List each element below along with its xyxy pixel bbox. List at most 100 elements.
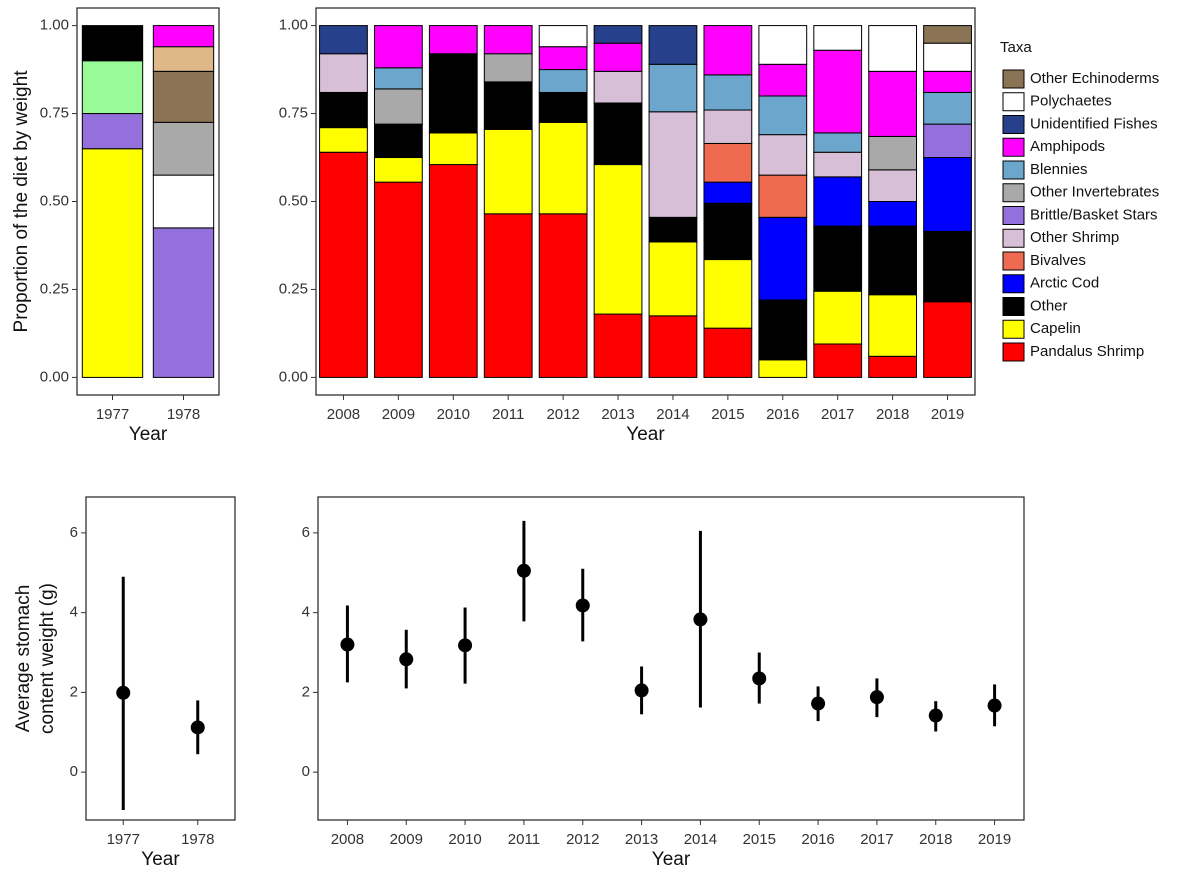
x-tick-label: 2008 [327, 406, 360, 423]
x-tick-label: 2012 [546, 406, 579, 423]
bar-segment [81, 60, 144, 115]
y-axis-label: Proportion of the diet by weight [11, 70, 32, 333]
x-tick-label: 2015 [711, 406, 744, 423]
bar-segment [152, 227, 215, 378]
y-tick-label: 2 [70, 683, 78, 700]
bar-segment [648, 216, 698, 243]
bar-segment [868, 225, 918, 296]
bar-segment [538, 46, 588, 71]
bar-segment [813, 290, 863, 345]
legend-label: Pandalus Shrimp [1030, 343, 1144, 360]
panel: 0.00 0.25 0.50 0.75 1.00 2008 2009 2010 2011 2012… [279, 7, 1159, 445]
bar-segment [648, 25, 698, 65]
y-tick-label: 4 [70, 604, 78, 621]
bar-segment [538, 213, 588, 378]
bar-segment [81, 148, 144, 378]
point [116, 685, 131, 700]
bar-segment [648, 315, 698, 378]
point [516, 563, 531, 578]
legend-swatch [1002, 115, 1025, 134]
x-tick-label: 1977 [107, 831, 140, 848]
plot-frame [317, 496, 1025, 821]
bar-segment [868, 70, 918, 137]
point [399, 652, 414, 667]
bar-segment [538, 91, 588, 123]
x-tick-label: 2019 [978, 831, 1011, 848]
y-tick-label: 0.75 [279, 105, 308, 122]
bar-segment [703, 202, 753, 261]
legend-swatch [1002, 228, 1025, 248]
bar-segment [758, 63, 808, 97]
panel: 0 2 4 6 2008 2009 2010 2011 2012 2013 2014 2015 2016… [302, 496, 1025, 870]
legend-label: Blennies [1030, 161, 1088, 178]
bar-segment [868, 135, 918, 171]
point [987, 698, 1002, 713]
bar-segment [319, 25, 368, 55]
bar-segment [538, 69, 588, 93]
x-tick-label: 1977 [96, 406, 129, 423]
bar-segment [152, 46, 215, 72]
bar-segment [813, 225, 863, 292]
legend-swatch [1002, 274, 1025, 294]
bar-segment [593, 42, 643, 72]
bar-segment [373, 123, 423, 159]
legend-label: Capelin [1030, 320, 1081, 337]
point [752, 671, 767, 686]
bar-segment [81, 25, 144, 62]
legend-swatch [1002, 92, 1025, 112]
y-tick-label: 0.25 [40, 280, 69, 297]
bar-segment [923, 230, 972, 303]
x-tick-label: 2019 [931, 406, 964, 423]
bar-segment [758, 25, 808, 65]
bar-segment [923, 123, 972, 159]
bar-segment [483, 81, 533, 130]
point [340, 637, 355, 652]
bar-segment [758, 134, 808, 176]
bar-segment [428, 25, 478, 55]
point [869, 690, 884, 705]
bar-segment [152, 70, 215, 123]
point [190, 720, 205, 735]
legend-swatch [1002, 137, 1025, 157]
y-tick-label: 0.50 [40, 192, 69, 209]
legend-swatch [1002, 342, 1025, 362]
bar-segment [923, 25, 972, 44]
bar-segment [81, 113, 144, 150]
x-tick-label: 2013 [625, 831, 658, 848]
legend-label: Other [1030, 297, 1068, 314]
point [928, 708, 943, 723]
bar-segment [703, 74, 753, 111]
y-tick-label: 0.25 [279, 280, 308, 297]
x-tick-label: 2014 [656, 406, 689, 423]
plot-frame [85, 496, 236, 821]
bar-segment [758, 359, 808, 378]
bar-segment [923, 91, 972, 125]
bar-segment [428, 53, 478, 134]
point [458, 638, 473, 653]
x-tick-label: 2018 [876, 406, 909, 423]
legend-label: Brittle/Basket Stars [1030, 206, 1158, 223]
bar-segment [428, 132, 478, 166]
x-axis-label: Year [652, 849, 691, 870]
legend-swatch [1002, 183, 1025, 203]
x-tick-label: 2013 [601, 406, 634, 423]
bar-segment [868, 294, 918, 357]
bar-segment [868, 201, 918, 227]
bar-segment [703, 109, 753, 144]
x-tick-label: 2009 [382, 406, 415, 423]
x-tick-label: 2016 [801, 831, 834, 848]
legend-title: Taxa [1000, 39, 1032, 56]
legend-label: Unidentified Fishes [1030, 115, 1158, 132]
y-tick-label: 0 [302, 763, 310, 780]
bar-segment [703, 327, 753, 378]
x-tick-label: 2010 [448, 831, 481, 848]
bar-segment [813, 49, 863, 134]
bar-segment [813, 132, 863, 153]
x-tick-label: 1978 [167, 406, 200, 423]
x-tick-label: 2014 [684, 831, 717, 848]
bar-segment [868, 169, 918, 203]
bar-segment [373, 181, 423, 378]
bar-segment [813, 25, 863, 51]
legend-label: Amphipods [1030, 138, 1105, 155]
x-axis-label: Year [626, 424, 665, 445]
